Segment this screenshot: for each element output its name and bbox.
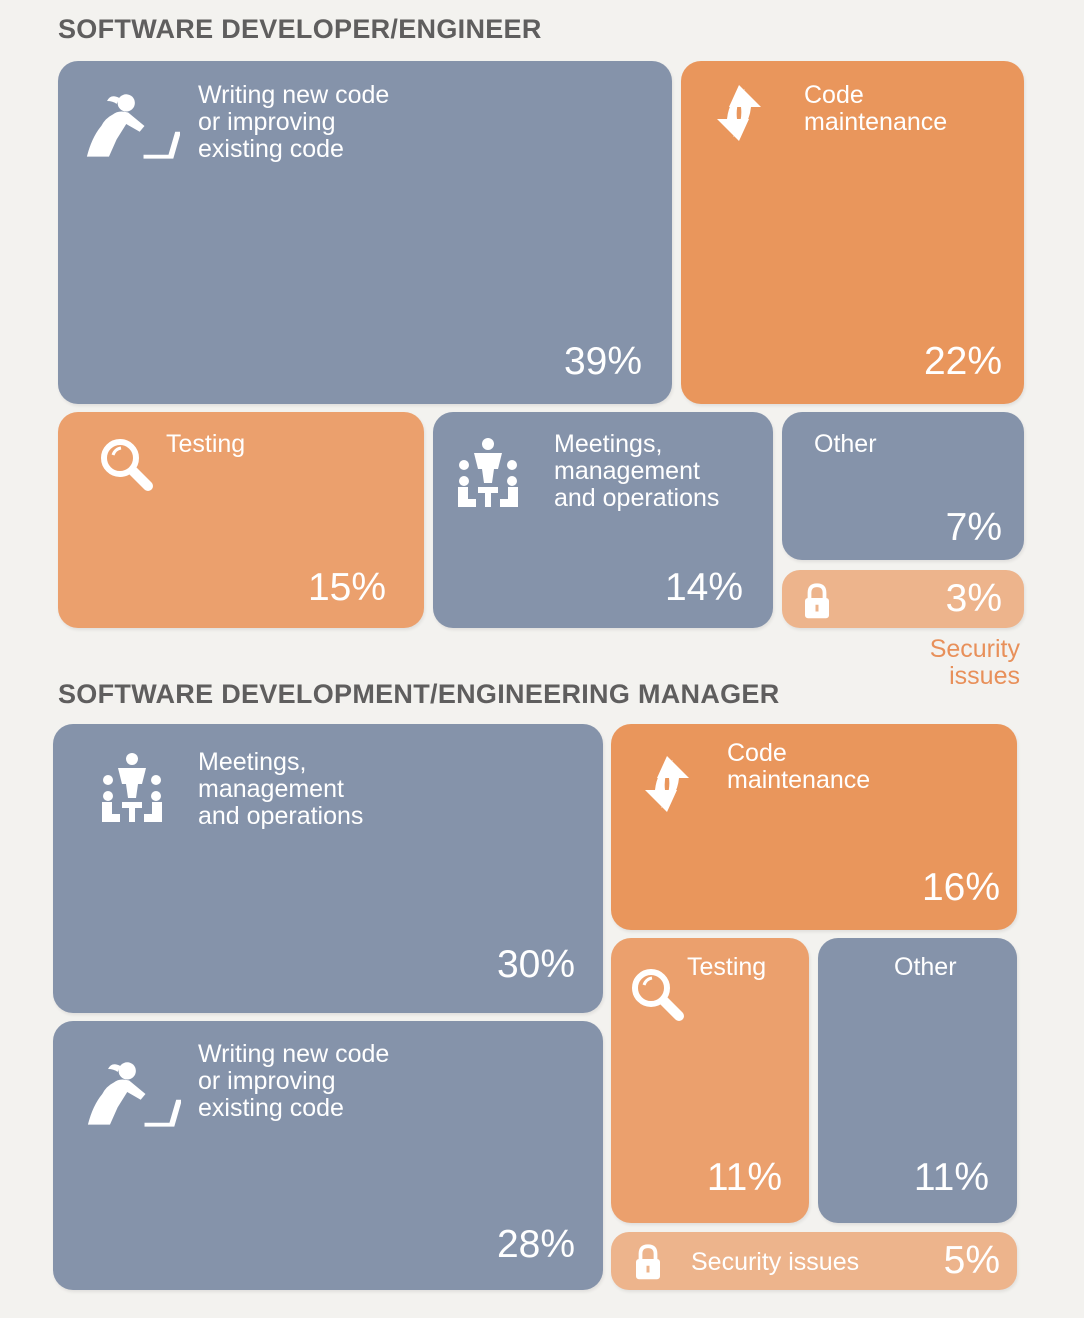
tile-testing: Testing 11% [611,938,809,1223]
tile-value: 11% [913,1156,989,1199]
tile-security: Security issues 5% [611,1232,1017,1290]
refresh-arrows-icon [699,83,779,143]
tile-code-maintenance: Code maintenance 22% [681,61,1024,404]
tile-label: Meetings, management and operations [198,748,364,830]
refresh-arrows-icon [627,754,707,814]
tile-meetings: Meetings, management and operations 30% [53,724,603,1013]
tile-label: Writing new code or improving existing c… [198,81,390,163]
tile-meetings: Meetings, management and operations 14% [433,412,773,628]
chart-title-manager: SOFTWARE DEVELOPMENT/ENGINEERING MANAGER [58,679,780,709]
tile-label: Testing [166,430,246,458]
lock-icon [633,1243,663,1281]
tile-label: Code maintenance [804,81,948,136]
tile-other: Other 11% [818,938,1017,1223]
tile-label: Other [894,953,957,981]
tile-writing-code: Writing new code or improving existing c… [53,1021,603,1290]
security-issues-label: Security issues [929,635,1020,690]
tile-label: Writing new code or improving existing c… [198,1040,390,1122]
meeting-icon [99,752,165,824]
tile-value: 7% [945,506,1002,549]
tile-value: 30% [496,943,575,986]
tile-label: Testing [687,953,767,981]
tile-value: 39% [563,340,642,383]
tile-value: 5% [943,1239,1000,1282]
tile-code-maintenance: Code maintenance 16% [611,724,1017,930]
tile-label: Meetings, management and operations [554,430,720,512]
tile-label: Other [814,430,877,458]
tile-label: Security issues [691,1248,860,1276]
magnifier-icon [627,964,687,1024]
person-at-laptop-icon [85,1059,181,1127]
tile-value: 28% [496,1223,575,1266]
magnifier-icon [96,434,156,494]
tile-other: Other 7% [782,412,1024,560]
tile-value: 16% [921,866,1000,909]
chart-title-developer: SOFTWARE DEVELOPER/ENGINEER [58,14,542,44]
tile-value: 14% [664,566,743,609]
lock-icon [802,582,832,620]
tile-label: Code maintenance [727,739,871,794]
tile-value: 11% [706,1156,782,1199]
tile-writing-code: Writing new code or improving existing c… [58,61,672,404]
tile-value: 3% [945,577,1002,620]
tile-value: 22% [923,340,1002,383]
tile-security: 3% [782,570,1024,628]
tile-testing: Testing 15% [58,412,424,628]
person-at-laptop-icon [84,91,180,159]
tile-value: 15% [307,566,386,609]
meeting-icon [455,437,521,509]
